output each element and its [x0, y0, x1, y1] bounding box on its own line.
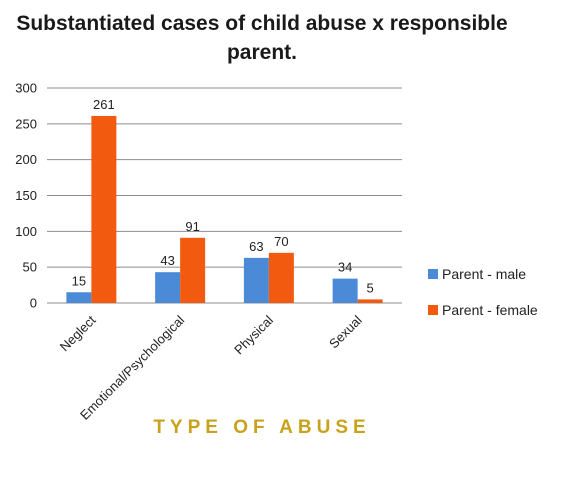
data-label-sexual-series-1: 5 — [367, 280, 374, 295]
category-label-sexual: Sexual — [326, 312, 365, 351]
y-tick-label-200: 200 — [15, 152, 37, 167]
data-label-emotional-psychological-series-0: 43 — [160, 253, 174, 268]
bars — [66, 115, 383, 303]
bar-physical-series-1 — [268, 252, 294, 303]
data-label-physical-series-1: 70 — [274, 234, 288, 249]
y-tick-label-300: 300 — [15, 81, 37, 96]
category-label-emotional-psychological: Emotional/Psychological — [77, 312, 187, 422]
bar-sexual-series-1 — [357, 299, 383, 303]
chart-title-line-2: parent. — [227, 41, 297, 64]
data-label-sexual-series-0: 34 — [338, 260, 352, 275]
data-labels: 15 261 43 91 63 70 34 5 — [72, 97, 374, 295]
y-tick-label-0: 0 — [30, 296, 37, 311]
bar-emotional-psychological-series-1 — [180, 237, 206, 303]
x-axis-label: TYPE OF ABUSE — [153, 417, 370, 438]
bar-neglect-series-0 — [66, 292, 92, 303]
legend: Parent - male Parent - female — [428, 266, 538, 318]
data-label-neglect-series-0: 15 — [72, 273, 86, 288]
data-label-physical-series-0: 63 — [249, 239, 263, 254]
chart-title-line-1: Substantiated cases of child abuse x res… — [16, 12, 507, 35]
bar-sexual-series-0 — [332, 278, 358, 303]
legend-label-series-0: Parent - male — [442, 266, 526, 282]
legend-swatch-series-0 — [428, 269, 438, 279]
bar-physical-series-0 — [243, 257, 269, 303]
y-axis-ticks: 0 50 100 150 200 250 300 — [15, 81, 37, 311]
data-label-emotional-psychological-series-1: 91 — [185, 219, 199, 234]
data-label-neglect-series-1: 261 — [93, 97, 115, 112]
y-tick-label-50: 50 — [23, 260, 37, 275]
category-label-physical: Physical — [231, 312, 276, 357]
y-tick-label-250: 250 — [15, 116, 37, 131]
category-label-neglect: Neglect — [57, 312, 99, 354]
bar-emotional-psychological-series-0 — [155, 272, 181, 303]
bar-neglect-series-1 — [91, 115, 117, 303]
y-tick-label-150: 150 — [15, 188, 37, 203]
legend-swatch-series-1 — [428, 305, 438, 315]
y-tick-label-100: 100 — [15, 224, 37, 239]
legend-label-series-1: Parent - female — [442, 302, 538, 318]
